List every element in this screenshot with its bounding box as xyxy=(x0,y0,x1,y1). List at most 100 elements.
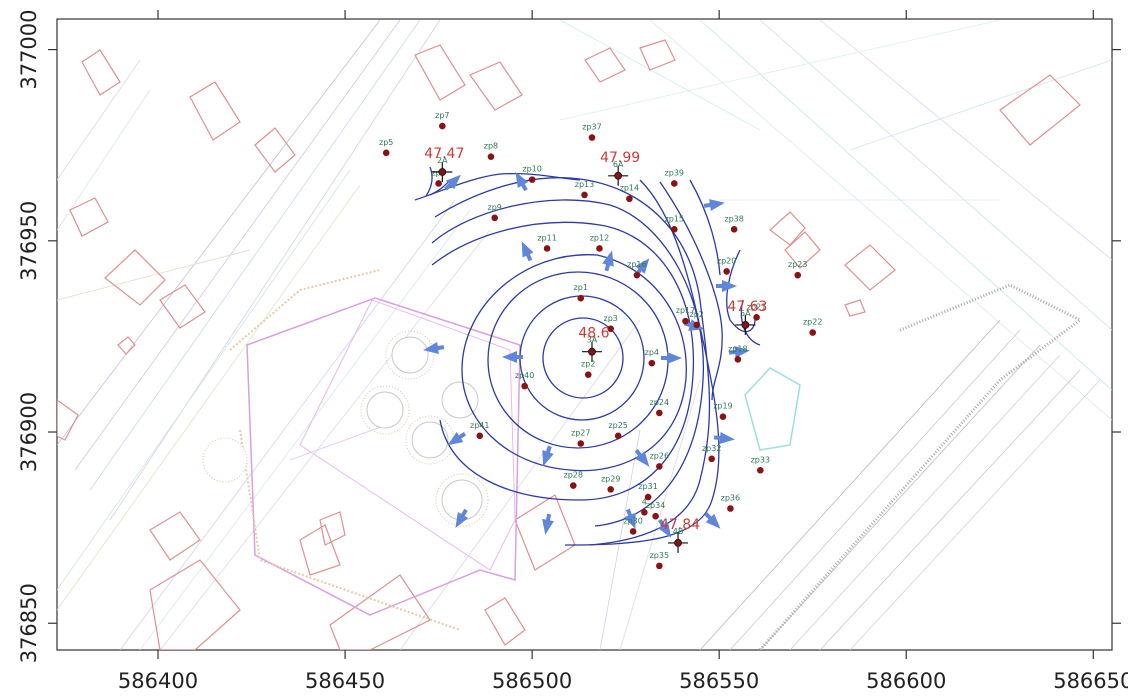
flow-arrow xyxy=(703,199,725,211)
pond xyxy=(744,367,801,451)
flow-arrow xyxy=(542,445,554,467)
y-tick-label: 376850 xyxy=(17,583,41,663)
pumping-well-label: 6A xyxy=(613,160,624,169)
flow-arrow xyxy=(716,280,737,292)
piezometer-marker xyxy=(670,180,678,187)
head-value-label: 47.47 xyxy=(424,146,464,162)
piezometer-label: zp12 xyxy=(590,233,609,242)
head-value-label: 47.63 xyxy=(727,299,767,315)
piezometer-label: zp27 xyxy=(571,428,590,437)
pumping-well-marker xyxy=(674,539,682,547)
piezometer-label: zp15 xyxy=(665,214,684,223)
flow-arrows xyxy=(423,172,750,538)
piezometer-marker xyxy=(757,466,764,474)
piezometer-label: zp40 xyxy=(515,371,534,380)
pumping-well-label: 4B xyxy=(673,527,684,536)
head-value-label: 47.99 xyxy=(600,150,640,166)
piezometer-label: zp9 xyxy=(488,203,502,212)
piezometer-marker xyxy=(753,313,760,321)
piezometer-marker xyxy=(652,512,659,520)
piezometer-label: zp31 xyxy=(638,482,657,491)
piezometer-label: zp13 xyxy=(575,180,594,189)
piezometer-label: zp5 xyxy=(379,138,393,147)
piezometer-marker xyxy=(607,486,614,493)
piezometer-marker xyxy=(596,245,603,252)
piezometer-marker xyxy=(656,409,663,417)
piezometer-marker xyxy=(614,432,622,440)
piezometer-marker xyxy=(633,271,641,279)
piezometer-marker xyxy=(577,440,585,447)
piezometer-marker xyxy=(644,493,652,501)
axes: 586400 586450 586500 586550 586600 586650 3770… xyxy=(17,10,1128,693)
piezometer-label: zp18 xyxy=(728,344,747,353)
piezometer-label: zp24 xyxy=(650,398,669,407)
flow-arrow xyxy=(521,241,534,262)
head-value-label: 47.84 xyxy=(660,517,700,533)
flow-arrow xyxy=(602,250,614,272)
piezometer-label: zp2 xyxy=(690,310,704,319)
piezometer-label: zp26 xyxy=(650,451,669,460)
piezometer-label: zp21 xyxy=(747,302,766,311)
piezometer-marker xyxy=(569,482,577,489)
piezometer-marker xyxy=(476,432,484,440)
flow-arrow xyxy=(713,432,735,444)
piezometer-marker xyxy=(588,134,596,141)
piezometer-label: zp28 xyxy=(564,471,583,480)
flow-arrow xyxy=(515,172,529,192)
piezometer-marker xyxy=(734,356,742,363)
piezometer-label: zp37 xyxy=(582,123,601,132)
pumping-well-marker xyxy=(614,171,623,180)
piezometer-label: zp20 xyxy=(717,256,736,265)
piezometer-marker xyxy=(491,214,499,222)
piezometer-label: zp33 xyxy=(751,455,770,464)
piezometer-label: zp19 xyxy=(713,402,732,411)
pumping-well-label: 3A xyxy=(587,336,598,345)
piezometer-marker xyxy=(487,153,495,160)
piezometer-label: zp10 xyxy=(522,165,541,174)
flow-arrow xyxy=(542,513,554,535)
piezometer-marker xyxy=(543,245,551,252)
piezometer-marker xyxy=(656,562,663,570)
pumping-well-marker xyxy=(438,168,447,176)
tanks xyxy=(202,330,489,527)
piezometer-label: zp3 xyxy=(604,314,618,323)
piezometer-label: zp8 xyxy=(484,142,498,151)
piezometer-label: zp7 xyxy=(435,111,449,120)
piezometer-marker xyxy=(693,321,701,329)
piezometer-marker xyxy=(730,226,738,233)
piezometer-label: zp23 xyxy=(788,260,807,269)
piezometer-label: zp4 xyxy=(645,348,659,357)
piezometer-marker xyxy=(648,359,656,367)
piezometer-label: 4 xyxy=(642,497,647,506)
x-tick-label: 586650 xyxy=(1053,669,1128,693)
piezometers: zp5zp7zp8zp6zp9zp10zp37zp13zp14zp39zp11z… xyxy=(379,111,822,570)
piezometer-label: zp14 xyxy=(620,184,639,193)
x-tick-label: 586600 xyxy=(866,669,946,693)
building-outlines xyxy=(57,39,1081,650)
piezometer-marker xyxy=(439,122,446,130)
x-tick-label: 586500 xyxy=(492,669,572,693)
flow-arrow xyxy=(657,518,672,538)
piezometer-label: zp29 xyxy=(601,474,620,483)
piezometer-label: zp25 xyxy=(608,421,627,430)
head-value-label: 48.6 xyxy=(578,326,609,342)
piezometer-marker xyxy=(670,226,678,233)
piezometer-marker xyxy=(521,382,528,390)
piezometer-marker xyxy=(641,509,648,516)
flow-arrow xyxy=(704,512,721,529)
piezometer-marker xyxy=(584,371,592,378)
flow-arrow xyxy=(661,352,682,364)
flow-arrow xyxy=(728,346,750,358)
piezometer-label: zp35 xyxy=(650,551,669,560)
piezometer-marker xyxy=(382,149,390,157)
piezometer-marker xyxy=(727,505,734,512)
piezometer-label: zp2 xyxy=(581,360,595,369)
pumping-well-marker xyxy=(588,347,596,356)
flow-arrow xyxy=(444,174,461,191)
embankment xyxy=(758,283,1083,650)
pumping-well-marker xyxy=(741,321,750,329)
pumping-well-label: 2A xyxy=(437,156,448,165)
pumping-well-label: 5A xyxy=(740,309,751,318)
